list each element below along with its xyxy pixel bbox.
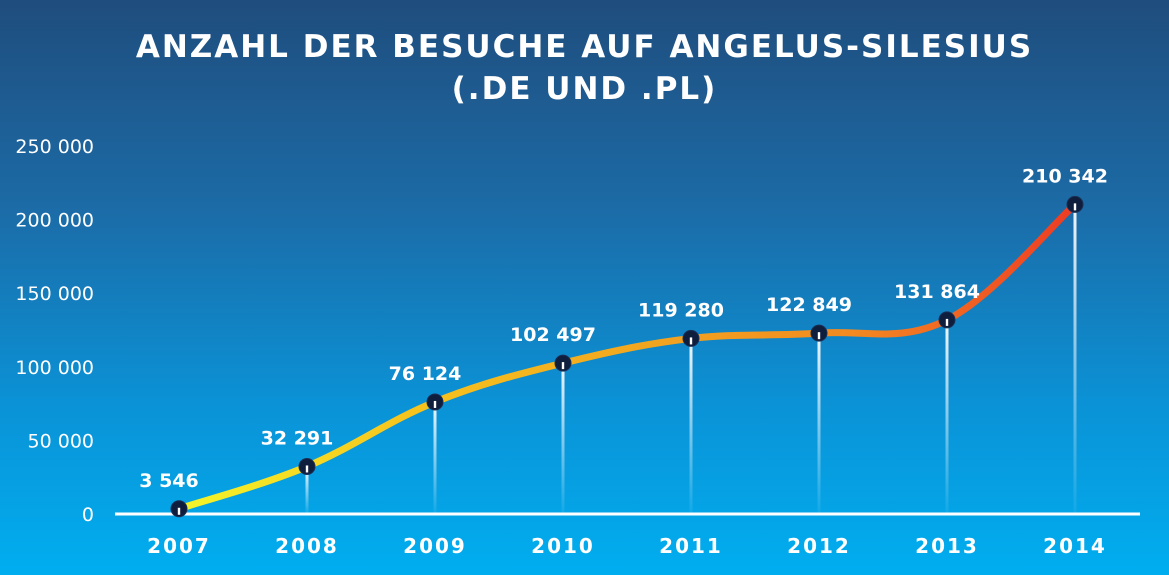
data-point-tick [945,318,949,326]
chart-title-line-2: (.DE UND .PL) [451,71,718,107]
data-point-tick [177,507,181,515]
y-tick-label: 150 000 [15,283,94,305]
data-label: 210 342 [1022,165,1108,187]
x-tick-label: 2013 [915,534,979,558]
data-label: 119 280 [638,299,724,321]
drop-line [433,401,437,514]
data-point-tick [433,400,437,408]
data-label: 102 497 [510,324,596,346]
data-label: 3 546 [139,470,199,492]
chart-title-line-1: ANZAHL DER BESUCHE AUF ANGELUS-SILESIUS [135,29,1034,65]
data-label: 131 864 [894,281,980,303]
data-label: 32 291 [261,427,334,449]
x-tick-label: 2014 [1043,534,1107,558]
y-tick-label: 50 000 [28,430,94,452]
y-tick-label: 200 000 [15,210,94,232]
x-tick-label: 2012 [787,534,851,558]
x-tick-label: 2011 [659,534,723,558]
chart-title: ANZAHL DER BESUCHE AUF ANGELUS-SILESIUS … [0,26,1169,110]
x-tick-label: 2008 [275,534,339,558]
x-tick-label: 2010 [531,534,595,558]
drop-line [305,466,309,514]
drop-line [689,338,693,514]
drop-line [1073,204,1077,514]
data-point-tick [817,332,821,340]
y-tick-label: 100 000 [15,357,94,379]
data-point-tick [1073,203,1077,211]
drop-line [561,363,565,514]
data-point-tick [561,362,565,370]
data-point-tick [689,337,693,345]
y-tick-label: 250 000 [15,136,94,158]
x-tick-label: 2007 [147,534,211,558]
data-label: 122 849 [766,294,852,316]
x-tick-label: 2009 [403,534,467,558]
y-tick-label: 0 [82,504,94,526]
drop-line [817,333,821,514]
data-point-tick [305,465,309,473]
data-label: 76 124 [389,363,462,385]
drop-line [945,319,949,514]
